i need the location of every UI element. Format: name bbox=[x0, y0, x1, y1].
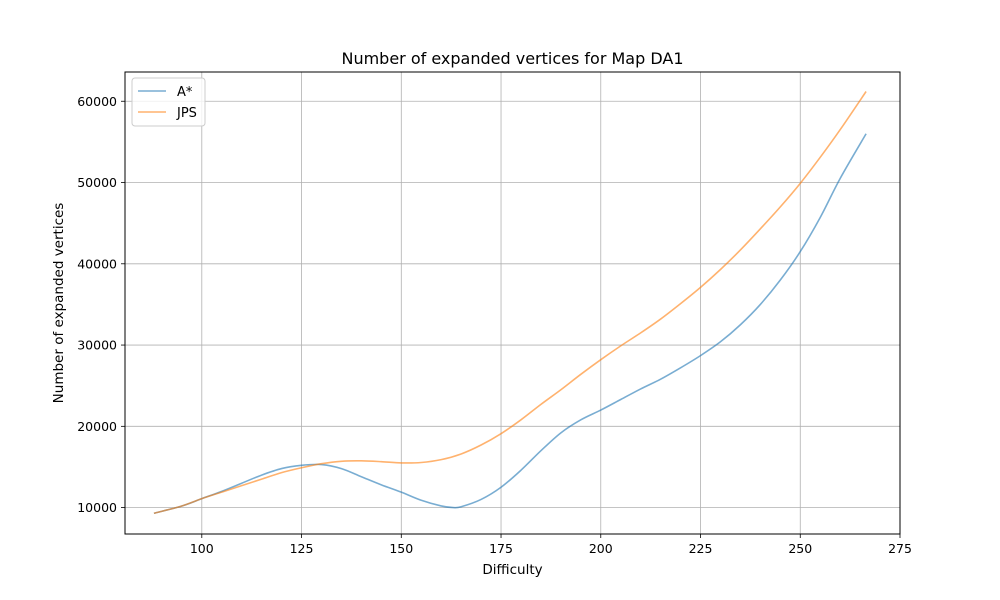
x-tick-label: 125 bbox=[290, 541, 314, 556]
y-tick-label: 50000 bbox=[77, 175, 117, 190]
x-axis-label: Difficulty bbox=[482, 562, 542, 578]
x-tick-label: 225 bbox=[689, 541, 713, 556]
series-line-a-star bbox=[153, 133, 867, 515]
x-tick-label: 150 bbox=[389, 541, 413, 556]
y-tick-label: 60000 bbox=[77, 94, 117, 109]
y-tick-label: 40000 bbox=[77, 256, 117, 271]
legend-label-jps: JPS bbox=[176, 106, 197, 121]
y-tick-label: 30000 bbox=[77, 338, 117, 353]
x-tick-label: 175 bbox=[489, 541, 513, 556]
y-tick-label: 20000 bbox=[77, 419, 117, 434]
x-tick-label: 275 bbox=[888, 541, 912, 556]
x-tick-label: 250 bbox=[788, 541, 812, 556]
x-tick-label: 200 bbox=[589, 541, 613, 556]
x-tick-label: 100 bbox=[190, 541, 214, 556]
legend-label-a-star: A* bbox=[177, 85, 193, 100]
legend-box bbox=[131, 77, 206, 127]
series-line-jps bbox=[153, 91, 867, 515]
chart-title: Number of expanded vertices for Map DA1 bbox=[341, 49, 683, 68]
plot-frame bbox=[124, 71, 901, 535]
y-tick-label: 10000 bbox=[77, 500, 117, 515]
ticks: 100 125 150 175 200 225 250 275 10000 20000 30000 4… bbox=[77, 94, 912, 556]
series-layer bbox=[153, 91, 867, 515]
legend: A* JPS bbox=[131, 77, 206, 127]
y-axis-label: Number of expanded vertices bbox=[51, 203, 67, 404]
